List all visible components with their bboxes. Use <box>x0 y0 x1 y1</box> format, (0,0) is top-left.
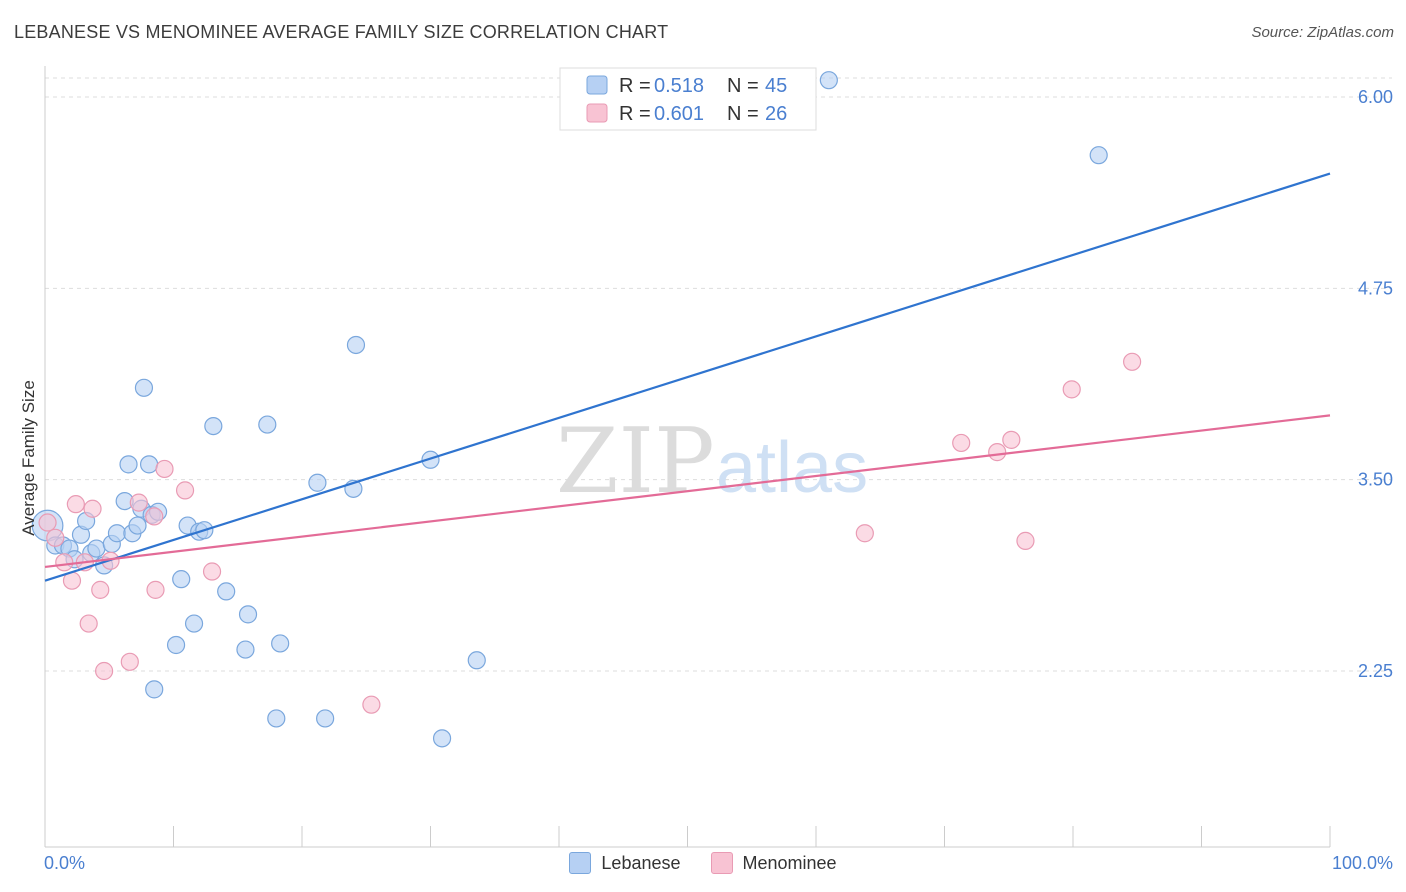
stat-r-value-menominee: 0.601 <box>654 103 704 125</box>
menominee-point <box>145 507 164 526</box>
lebanese-point <box>145 680 164 699</box>
menominee-point <box>202 562 222 581</box>
y-tick-label: 6.00 <box>1358 87 1393 107</box>
lebanese-point <box>346 335 366 355</box>
stat-r-value-lebanese: 0.518 <box>654 75 704 97</box>
lebanese-point <box>819 71 838 90</box>
menominee-trend-line <box>44 414 1331 569</box>
menominee-point <box>55 553 74 572</box>
watermark: ZIP atlas <box>556 409 868 514</box>
menominee-point <box>83 499 102 518</box>
legend-item-menominee: Menominee <box>710 852 837 874</box>
y-tick-label: 3.50 <box>1358 470 1393 490</box>
lebanese-point <box>271 634 290 653</box>
lebanese-point <box>217 582 236 601</box>
lebanese-point <box>432 729 452 748</box>
lebanese-point <box>316 709 335 728</box>
lebanese-point <box>467 651 486 670</box>
menominee-point <box>120 652 139 671</box>
lebanese-point <box>119 455 138 474</box>
lebanese-point <box>166 635 186 655</box>
lebanese-point <box>308 473 327 492</box>
legend-swatch <box>569 852 592 874</box>
legend-label: Menominee <box>742 852 837 873</box>
lebanese-point <box>139 455 159 474</box>
stat-n-label-menominee: N = <box>727 103 759 125</box>
lebanese-point <box>238 605 258 624</box>
lebanese-point <box>258 415 277 434</box>
menominee-point <box>1016 531 1035 550</box>
lebanese-point <box>1089 146 1108 165</box>
legend-item-lebanese: Lebanese <box>569 852 681 874</box>
lebanese-point <box>107 524 127 543</box>
x-tick-label-min: 0.0% <box>44 853 85 873</box>
menominee-point <box>66 495 85 514</box>
y-axis-label: Average Family Size <box>19 380 38 536</box>
stat-r-label-menominee: R = <box>619 103 651 125</box>
menominee-point <box>146 580 165 599</box>
legend-swatch-lebanese <box>586 75 608 95</box>
menominee-point <box>91 580 110 599</box>
menominee-point <box>155 459 174 479</box>
stat-r-label-lebanese: R = <box>619 75 651 97</box>
stat-n-value-menominee: 26 <box>765 103 787 125</box>
lebanese-point <box>128 516 147 535</box>
menominee-point <box>38 513 57 532</box>
menominee-point <box>1123 352 1142 371</box>
lebanese-point <box>87 539 106 558</box>
legend-swatch <box>710 852 733 874</box>
lebanese-point <box>421 450 440 469</box>
menominee-point <box>79 614 98 633</box>
menominee-point <box>952 433 971 453</box>
y-tick-label: 4.75 <box>1358 278 1393 298</box>
lebanese-point <box>184 614 204 633</box>
source-label: Source: ZipAtlas.com <box>1251 24 1394 41</box>
menominee-point <box>988 443 1007 462</box>
menominee-point <box>95 661 114 681</box>
chart-title: LEBANESE VS MENOMINEE AVERAGE FAMILY SIZ… <box>14 22 669 42</box>
menominee-point <box>46 528 65 547</box>
series-legend: Lebanese Menominee <box>0 852 1406 874</box>
lebanese-point <box>134 378 154 397</box>
menominee-point <box>855 524 874 543</box>
legend-swatch-menominee <box>586 103 608 123</box>
x-tick-label-max: 100.0% <box>1332 853 1393 873</box>
stats-legend: R = 0.518 N = 45 R = 0.601 N = 26 <box>559 67 817 131</box>
lebanese-trend-line <box>44 172 1331 582</box>
menominee-point <box>175 481 195 500</box>
lebanese-point <box>236 640 255 659</box>
legend-label: Lebanese <box>601 852 681 873</box>
lebanese-point <box>267 709 286 728</box>
lebanese-point <box>204 416 223 436</box>
menominee-point <box>1062 380 1081 399</box>
stat-n-value-lebanese: 45 <box>765 75 787 97</box>
menominee-point <box>129 493 148 512</box>
watermark-atlas: atlas <box>716 428 868 508</box>
menominee-point <box>1002 430 1021 449</box>
menominee-point <box>362 695 381 714</box>
stat-n-label-lebanese: N = <box>727 75 759 97</box>
y-tick-label: 2.25 <box>1358 661 1393 681</box>
lebanese-point <box>172 570 191 589</box>
